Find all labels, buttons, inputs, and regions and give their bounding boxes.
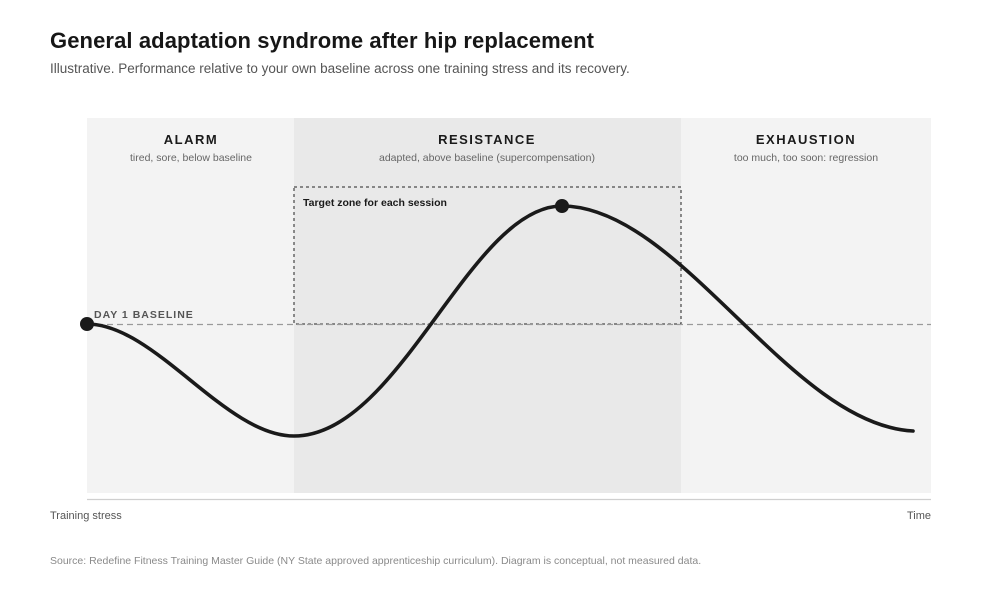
phase-panel-alarm (87, 118, 294, 493)
phase-title-exhaustion: EXHAUSTION (756, 132, 856, 147)
phase-description-exhaustion: too much, too soon: regression (734, 152, 878, 164)
baseline-start-marker (80, 317, 94, 331)
phase-description-resistance: adapted, above baseline (supercompensati… (379, 152, 595, 164)
performance-curve (85, 204, 915, 438)
target-zone-label: Target zone for each session (303, 197, 447, 209)
target-zone-box (293, 186, 682, 325)
source-note: Source: Redefine Fitness Training Master… (50, 555, 702, 567)
phase-description-alarm: tired, sore, below baseline (130, 152, 252, 164)
axis-label-training-stress: Training stress (50, 510, 122, 522)
phase-panel-exhaustion (681, 118, 931, 493)
peak-marker (555, 199, 569, 213)
baseline-label: DAY 1 BASELINE (94, 309, 194, 321)
phase-title-alarm: ALARM (164, 132, 218, 147)
page-subtitle: Illustrative. Performance relative to yo… (50, 61, 630, 76)
phase-panel-resistance (294, 118, 681, 493)
phase-title-resistance: RESISTANCE (438, 132, 536, 147)
page-title: General adaptation syndrome after hip re… (50, 28, 595, 53)
axis-label-time: Time (907, 510, 931, 522)
